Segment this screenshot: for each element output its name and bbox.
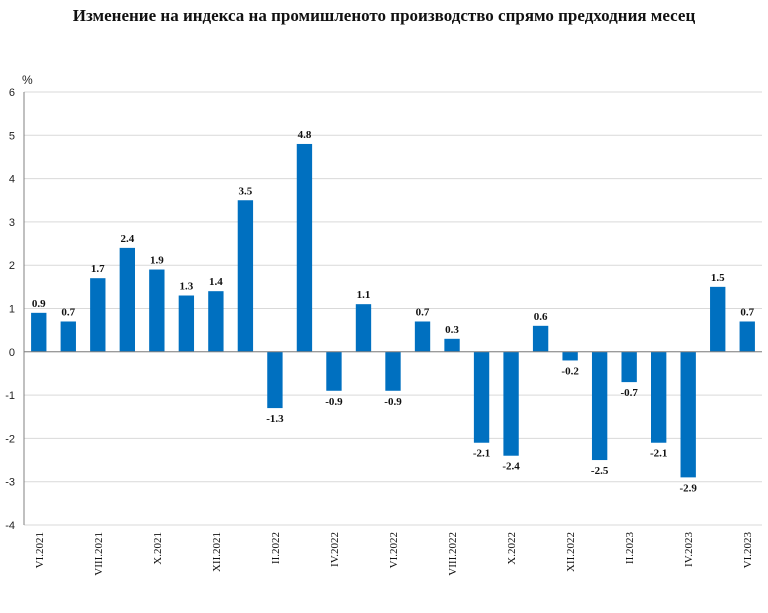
- data-label: 1.9: [150, 255, 164, 267]
- data-label: 1.5: [711, 272, 725, 284]
- data-labels: 0.9 0.7 1.7 2.4 1.9 1.3 1.4 3.5 -1.3 4.8 -0.9 1.1 -0…: [32, 129, 755, 494]
- bar-I.2022: [237, 200, 254, 352]
- bar-III.2023: [651, 351, 667, 443]
- data-label: 4.8: [298, 129, 312, 141]
- bar-I.2023: [591, 351, 608, 461]
- bar-VIII.2022: [444, 338, 460, 352]
- bar-V.2022: [355, 304, 372, 352]
- data-label: 1.1: [357, 289, 371, 301]
- x-tick-label: VIII.2021: [93, 532, 105, 576]
- data-label: 0.3: [445, 324, 459, 336]
- x-tick-label: XII.2022: [565, 532, 577, 572]
- data-label: -2.9: [679, 482, 697, 494]
- data-label: 0.7: [416, 306, 430, 318]
- x-tick-label: X.2022: [506, 532, 518, 565]
- bar-III.2022: [296, 143, 313, 352]
- y-tick-label: -1: [5, 390, 15, 402]
- bar-IV.2022: [326, 351, 342, 391]
- y-tick-label: 4: [9, 174, 15, 186]
- bar-VIII.2021: [90, 278, 106, 352]
- data-label: -2.1: [473, 448, 490, 460]
- data-label: -0.7: [620, 387, 638, 399]
- data-label: 0.6: [534, 311, 548, 323]
- grid-lines: [24, 91, 762, 526]
- data-label: -0.9: [325, 396, 343, 408]
- y-tick-label: 0: [9, 347, 15, 359]
- data-label: 0.7: [740, 306, 754, 318]
- x-tick-label: VI.2021: [34, 532, 46, 568]
- data-label: 2.4: [120, 233, 134, 245]
- x-tick-label: VI.2023: [742, 532, 754, 569]
- y-tick-label: 5: [9, 130, 15, 142]
- bars: [31, 143, 755, 478]
- bar-IV.2023: [680, 351, 696, 478]
- axes: [23, 92, 762, 525]
- y-tick-label: 6: [9, 87, 15, 99]
- bar-VI.2023: [739, 321, 755, 352]
- x-tick-label: II.2022: [270, 532, 282, 564]
- bar-XII.2021: [208, 291, 224, 352]
- data-label: -2.5: [591, 465, 609, 477]
- y-tick-label: -3: [5, 477, 15, 489]
- bar-XI.2021: [178, 295, 195, 352]
- bar-VI.2021: [31, 312, 47, 352]
- bar-XII.2022: [562, 351, 578, 361]
- bar-VII.2022: [414, 321, 431, 352]
- bar-XI.2022: [532, 325, 549, 352]
- data-label: 1.3: [179, 281, 193, 293]
- x-tick-label: XII.2021: [211, 532, 223, 572]
- y-tick-label: -2: [5, 433, 15, 445]
- data-label: 1.7: [91, 263, 105, 275]
- data-label: 0.9: [32, 298, 46, 310]
- bar-II.2022: [267, 351, 283, 409]
- y-axis-unit: %: [22, 73, 33, 87]
- bar-V.2023: [710, 286, 726, 352]
- data-label: -2.1: [650, 448, 667, 460]
- y-axis-ticks: -4 -3 -2 -1 0 1 2 3 4 5 6: [5, 87, 15, 532]
- data-label: -0.9: [384, 396, 402, 408]
- y-tick-label: 1: [9, 304, 15, 316]
- bar-X.2021: [149, 269, 165, 352]
- bar-IX.2021: [119, 247, 135, 352]
- y-tick-label: 2: [9, 260, 15, 272]
- x-tick-label: VIII.2022: [447, 532, 459, 576]
- bar-X.2022: [503, 351, 519, 456]
- chart-title: Изменение на индекса на промишленото про…: [72, 6, 696, 25]
- data-label: -1.3: [266, 413, 284, 425]
- x-tick-label: IV.2022: [329, 532, 341, 567]
- x-tick-label: VI.2022: [388, 532, 400, 568]
- data-label: 1.4: [209, 276, 223, 288]
- y-tick-label: 3: [9, 217, 15, 229]
- x-tick-label: X.2021: [152, 532, 164, 565]
- data-label: 3.5: [239, 185, 253, 197]
- bar-IX.2022: [473, 351, 490, 443]
- y-tick-label: -4: [5, 520, 15, 532]
- x-tick-label: II.2023: [624, 532, 636, 565]
- data-label: 0.7: [61, 306, 75, 318]
- data-label: -0.2: [561, 365, 579, 377]
- data-label: -2.4: [502, 461, 520, 473]
- x-axis-ticks: VI.2021 VIII.2021 X.2021 XII.2021 II.2022 IV.…: [34, 532, 754, 576]
- bar-II.2023: [621, 351, 637, 383]
- bar-VI.2022: [385, 351, 401, 391]
- x-tick-label: IV.2023: [683, 532, 695, 567]
- bar-VII.2021: [60, 321, 76, 352]
